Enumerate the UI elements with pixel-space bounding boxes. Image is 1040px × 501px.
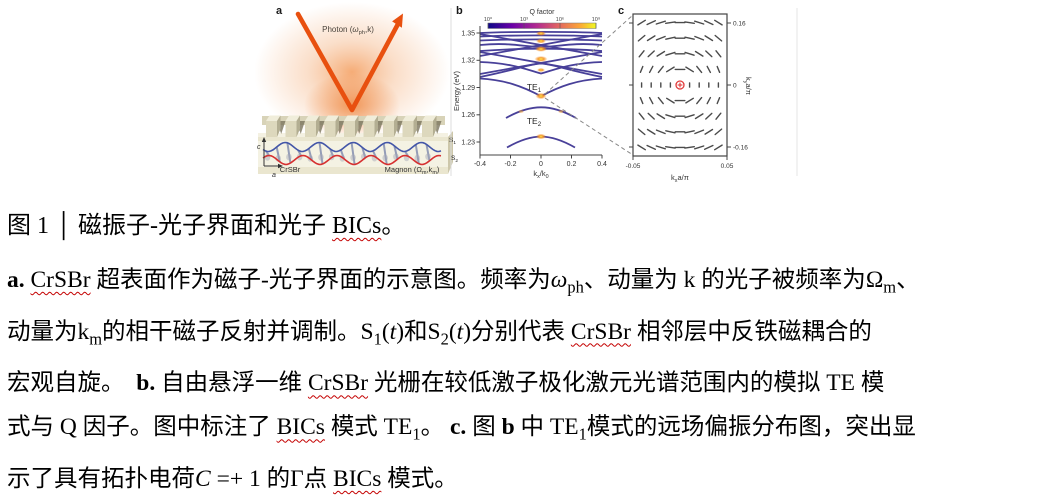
bic-hotspots	[518, 31, 564, 140]
spin-chain-s2	[262, 154, 442, 166]
polarization-vector-field	[637, 19, 723, 151]
panel-a-label: a	[276, 5, 283, 17]
s1-label: S1	[449, 137, 456, 145]
photon-arrow	[295, 11, 403, 113]
panel-b-tick-labels: 1.35 1.32 1.29 1.26 1.23 -0.4 -0.2 0 0.2…	[461, 30, 607, 168]
gamma-point-marker	[675, 80, 685, 90]
panel-b-ylabel: Energy (eV)	[452, 70, 461, 111]
q-factor-colorbar: Q factor 10⁰ 10³ 10⁶ 10⁹	[484, 9, 600, 29]
colorbar-tick: 10⁰	[484, 16, 493, 23]
axis-a-label: a	[272, 172, 276, 179]
caption-body: a. CrSBr 超表面作为磁子-光子界面的示意图。频率为ωph、动量为 k 的…	[7, 267, 920, 493]
y-tick: 1.23	[461, 139, 475, 146]
spin-arrows	[264, 142, 431, 165]
ky-tick: -0.16	[733, 145, 748, 152]
y-tick: 1.26	[461, 112, 475, 119]
grating-teeth	[266, 115, 442, 137]
magnon-label: Magnon (Ωm,km)	[385, 165, 440, 176]
x-tick: -0.4	[474, 161, 486, 168]
panel-c-ticks	[629, 22, 731, 160]
panel-c-tick-labels: 0.16 0 -0.16 -0.05 0.05	[626, 21, 749, 171]
y-tick: 1.29	[461, 85, 475, 92]
panel-b-band-structure: b Q factor 10⁰ 10³ 10⁶ 10⁹	[452, 5, 634, 180]
panel-a-schematic: a Photon (ωph,k) S1 S2 CrSBr Magnon (Ωm,…	[254, 2, 458, 179]
caption-title: 图 1 │ 磁振子-光子界面和光子 BICs。	[7, 213, 406, 239]
figure-image: a Photon (ωph,k) S1 S2 CrSBr Magnon (Ωm,…	[0, 0, 1040, 190]
panel-c-polarization-map: c 0.16 0 -0.16 -0.05 0.05 kxa/π kya/π	[618, 5, 753, 184]
colorbar-tick: 10⁶	[556, 16, 564, 23]
x-tick: 0.4	[597, 161, 607, 168]
x-tick: 0	[539, 161, 543, 168]
crsbr-label: CrSBr	[280, 165, 301, 174]
colorbar-tick: 10³	[520, 17, 528, 23]
x-tick: 0.2	[567, 161, 577, 168]
zoom-connector-lines	[544, 14, 634, 156]
spin-chain-s1	[262, 141, 442, 153]
y-tick: 1.35	[461, 30, 475, 37]
colorbar-title: Q factor	[530, 9, 556, 16]
figure-caption: 图 1 │ 磁振子-光子界面和光子 BICs。 a. CrSBr 超表面作为磁子…	[0, 206, 1040, 501]
y-tick: 1.32	[461, 58, 475, 65]
photon-glow	[254, 2, 450, 142]
panel-c-label: c	[618, 5, 624, 17]
crystal-axes	[261, 137, 283, 169]
s2-label: S2	[451, 155, 458, 163]
panel-b-axes	[476, 26, 603, 159]
te1-mode-label: TE1	[527, 82, 542, 94]
panel-b-label: b	[456, 5, 463, 17]
te2-mode-label: TE2	[527, 116, 542, 128]
photon-label: Photon (ωph,k)	[322, 25, 374, 36]
x-tick: -0.2	[504, 161, 516, 168]
panel-c-xlabel: kxa/π	[671, 173, 689, 184]
kx-tick: 0.05	[721, 163, 734, 170]
ky-tick: 0	[733, 83, 737, 90]
kx-tick: -0.05	[626, 163, 641, 170]
figure-panels: a Photon (ωph,k) S1 S2 CrSBr Magnon (Ωm,…	[254, 2, 798, 184]
colorbar-tick: 10⁹	[592, 16, 600, 23]
axis-c-label: c	[257, 144, 261, 151]
panel-c-ylabel: kya/π	[742, 77, 753, 95]
band-te2	[505, 106, 577, 119]
panel-b-xlabel: kx/k0	[533, 169, 548, 180]
ky-tick: 0.16	[733, 21, 746, 28]
